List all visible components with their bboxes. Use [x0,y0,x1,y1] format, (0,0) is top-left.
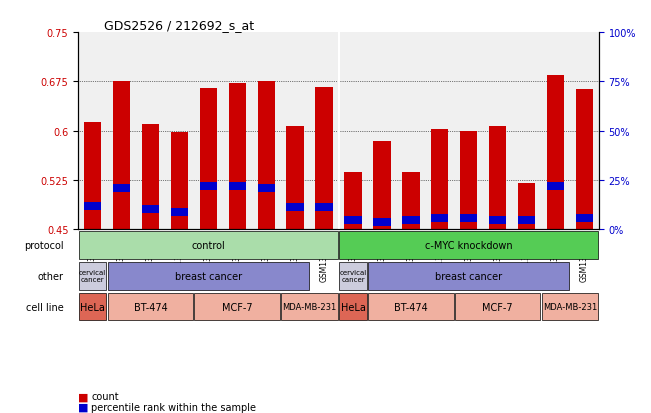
Bar [258,185,275,192]
Bar [402,172,419,230]
Text: cell line: cell line [26,302,64,312]
Text: cervical
cancer: cervical cancer [339,270,367,282]
Text: ■: ■ [78,402,89,412]
Bar [171,133,188,230]
FancyBboxPatch shape [339,262,367,290]
Bar [344,173,362,230]
FancyBboxPatch shape [368,293,454,320]
Bar [547,183,564,190]
FancyBboxPatch shape [339,293,367,320]
Bar [402,217,419,225]
Bar [113,82,130,230]
Bar [489,217,506,225]
Bar [431,130,449,230]
Text: percentile rank within the sample: percentile rank within the sample [91,402,256,412]
Text: ■: ■ [78,392,89,401]
Bar [286,204,304,211]
Bar [229,183,246,190]
Text: HeLa: HeLa [340,302,365,312]
FancyBboxPatch shape [542,293,598,320]
Bar [373,219,391,227]
Bar [431,214,449,222]
Text: MCF-7: MCF-7 [482,302,513,312]
Bar [518,217,535,225]
Text: control: control [191,240,225,250]
Bar [84,123,102,230]
Bar [344,217,362,225]
Bar [373,141,391,230]
Bar [460,131,477,230]
FancyBboxPatch shape [195,293,280,320]
Text: cervical
cancer: cervical cancer [79,270,106,282]
Text: breast cancer: breast cancer [174,271,242,281]
FancyBboxPatch shape [107,262,309,290]
Bar [84,202,102,210]
FancyBboxPatch shape [368,262,570,290]
Text: MCF-7: MCF-7 [222,302,253,312]
Bar [460,214,477,222]
Bar [142,206,159,214]
Bar [315,88,333,230]
FancyBboxPatch shape [79,231,338,259]
Text: protocol: protocol [24,240,64,250]
Bar [547,76,564,230]
FancyBboxPatch shape [455,293,540,320]
Text: BT-474: BT-474 [394,302,428,312]
Text: c-MYC knockdown: c-MYC knockdown [425,240,512,250]
Bar [171,209,188,217]
Bar [489,127,506,230]
Bar [286,126,304,230]
Bar [200,183,217,190]
Bar [258,82,275,230]
Text: BT-474: BT-474 [133,302,167,312]
Bar [142,125,159,230]
FancyBboxPatch shape [79,293,107,320]
FancyBboxPatch shape [79,262,107,290]
Text: GDS2526 / 212692_s_at: GDS2526 / 212692_s_at [104,19,255,32]
FancyBboxPatch shape [281,293,338,320]
Bar [575,214,593,222]
Bar [575,90,593,230]
FancyBboxPatch shape [107,293,193,320]
Text: HeLa: HeLa [80,302,105,312]
Bar [113,185,130,192]
Text: breast cancer: breast cancer [435,271,503,281]
Text: other: other [38,271,64,281]
Text: count: count [91,392,118,401]
Bar [200,89,217,230]
Text: MDA-MB-231: MDA-MB-231 [283,302,337,311]
FancyBboxPatch shape [339,231,598,259]
Bar [315,204,333,211]
Bar [518,184,535,230]
Bar [229,84,246,230]
Text: MDA-MB-231: MDA-MB-231 [543,302,597,311]
